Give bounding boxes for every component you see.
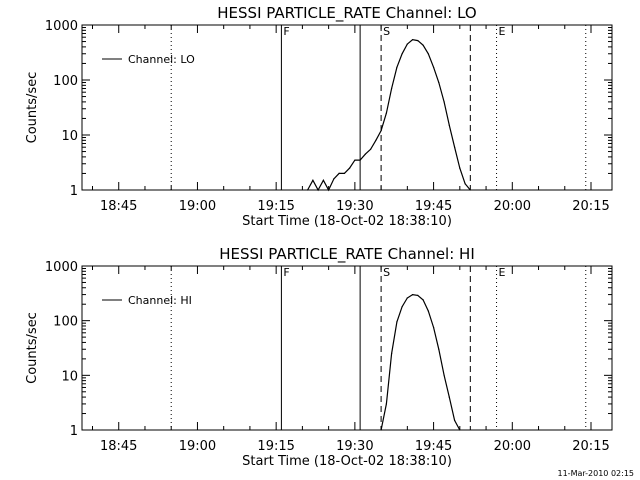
data-point xyxy=(354,159,356,161)
y-tick-label: 100 xyxy=(53,74,78,89)
chart-title: HESSI PARTICLE_RATE Channel: HI xyxy=(219,245,475,264)
data-point xyxy=(427,310,429,312)
x-axis-label: Start Time (18-Oct-02 18:38:10) xyxy=(242,454,452,469)
data-point xyxy=(307,189,309,191)
x-tick-label: 19:15 xyxy=(257,199,294,214)
x-tick-label: 19:30 xyxy=(336,439,373,454)
data-point xyxy=(370,148,372,150)
y-axis-label: Counts/sec xyxy=(25,72,40,144)
chart-panel-1: HESSI PARTICLE_RATE Channel: LO 1 10 100 100… xyxy=(25,4,613,229)
data-point xyxy=(454,146,456,148)
x-tick-label: 20:15 xyxy=(572,199,609,214)
chart-panel-2: HESSI PARTICLE_RATE Channel: HI 1 10 100 100… xyxy=(25,245,613,469)
x-tick-label: 19:45 xyxy=(415,199,452,214)
legend-label: Channel: HI xyxy=(128,294,192,307)
y-tick-label: 1000 xyxy=(45,260,78,275)
data-point xyxy=(396,66,398,68)
data-point xyxy=(469,189,471,191)
data-point xyxy=(406,297,408,299)
data-point xyxy=(349,167,351,169)
y-axis-label: Counts/sec xyxy=(25,312,40,384)
marker-label: S xyxy=(383,266,390,279)
marker-label: S xyxy=(383,25,390,38)
data-point xyxy=(380,429,382,431)
x-tick-label: 20:00 xyxy=(494,199,531,214)
x-tick-label: 18:45 xyxy=(100,439,137,454)
legend-label: Channel: LO xyxy=(128,53,195,66)
data-point xyxy=(364,153,366,155)
data-point xyxy=(401,306,403,308)
plot-frame xyxy=(81,24,613,191)
data-point xyxy=(375,139,377,141)
data-point xyxy=(448,124,450,126)
x-axis-label: Start Time (18-Oct-02 18:38:10) xyxy=(242,214,452,229)
y-tick-label: 10 xyxy=(61,369,78,384)
data-point xyxy=(391,353,393,355)
marker-label: E xyxy=(499,266,506,279)
x-tick-label: 20:15 xyxy=(572,439,609,454)
data-point xyxy=(459,429,461,431)
data-point xyxy=(433,66,435,68)
y-tick-label: 10 xyxy=(61,129,78,144)
data-point xyxy=(422,44,424,46)
data-point xyxy=(359,159,361,161)
data-point xyxy=(438,81,440,84)
y-tick-label: 1000 xyxy=(45,19,78,34)
plot-frame xyxy=(81,265,613,431)
data-point xyxy=(338,172,340,174)
data-point xyxy=(333,178,335,180)
data-point xyxy=(385,403,387,405)
x-tick-label: 18:45 xyxy=(100,199,137,214)
data-point xyxy=(322,179,324,181)
data-point xyxy=(443,374,445,376)
data-point xyxy=(438,348,440,350)
data-point xyxy=(427,53,429,55)
series-line xyxy=(307,39,471,192)
data-point xyxy=(401,53,403,55)
data-point xyxy=(422,299,424,301)
footer-timestamp: 11-Mar-2010 02:15 xyxy=(557,469,635,478)
data-point xyxy=(396,321,398,323)
data-point xyxy=(417,294,419,296)
data-point xyxy=(380,130,382,132)
x-tick-label: 19:00 xyxy=(179,199,216,214)
data-point xyxy=(385,112,387,114)
y-tick-label: 1 xyxy=(70,424,78,439)
x-tick-label: 19:15 xyxy=(257,439,294,454)
marker-label: F xyxy=(283,266,289,279)
data-point xyxy=(459,167,461,169)
data-point xyxy=(443,101,445,103)
y-tick-label: 1 xyxy=(70,184,78,199)
data-point xyxy=(343,172,345,174)
data-point xyxy=(312,179,314,181)
x-tick-label: 19:30 xyxy=(336,199,373,214)
data-point xyxy=(317,189,319,191)
data-point xyxy=(433,326,435,329)
x-tick-label: 19:45 xyxy=(415,439,452,454)
data-point xyxy=(417,40,419,42)
data-point xyxy=(454,419,456,421)
x-tick-label: 19:00 xyxy=(179,439,216,454)
data-point xyxy=(412,39,414,41)
marker-label: E xyxy=(499,25,506,38)
data-point xyxy=(448,396,450,398)
x-tick-label: 20:00 xyxy=(494,439,531,454)
series-line xyxy=(380,293,461,431)
data-point xyxy=(412,294,414,296)
marker-label: F xyxy=(283,25,289,38)
y-tick-label: 100 xyxy=(53,315,78,330)
data-point xyxy=(328,189,330,191)
chart-title: HESSI PARTICLE_RATE Channel: LO xyxy=(217,4,476,23)
data-point xyxy=(464,183,466,185)
data-point xyxy=(406,43,408,45)
data-point xyxy=(391,87,393,90)
